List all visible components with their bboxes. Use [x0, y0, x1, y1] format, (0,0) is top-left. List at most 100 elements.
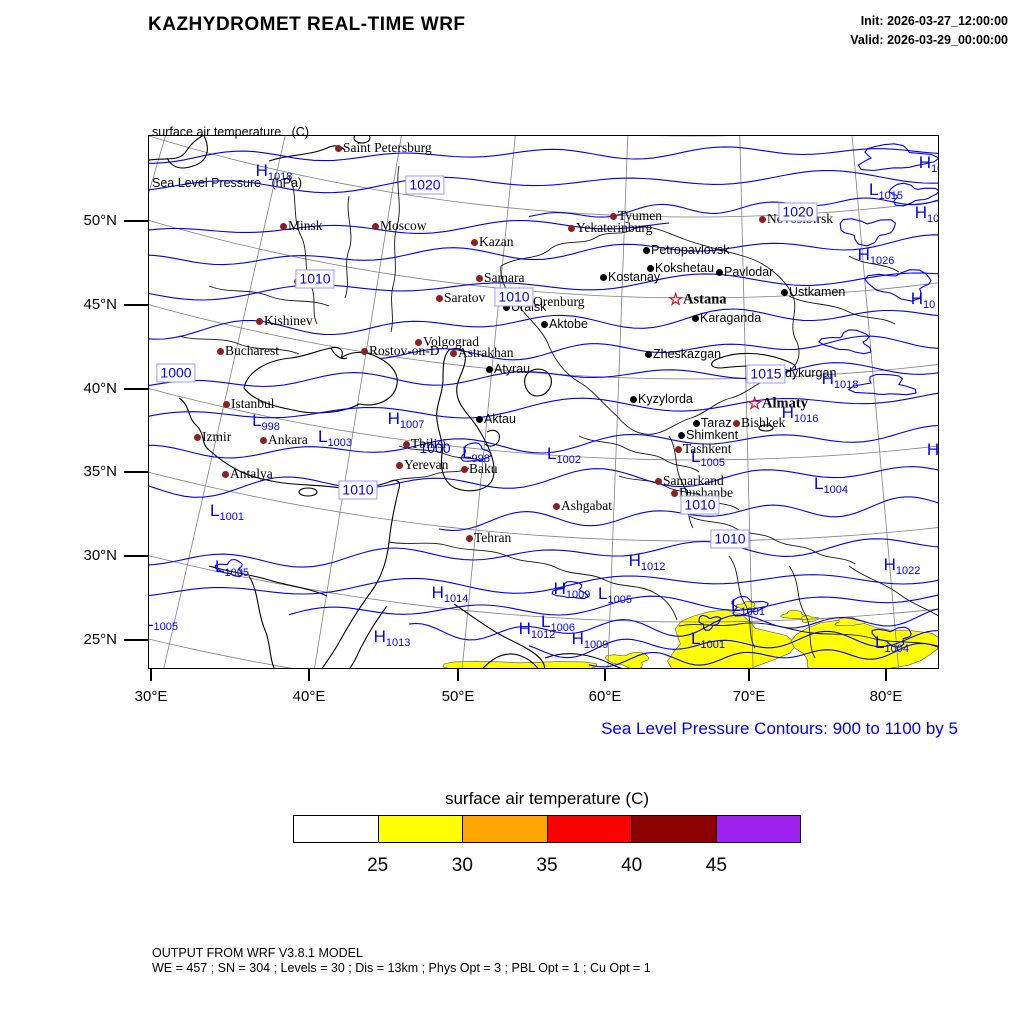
- city-marker: [260, 437, 267, 444]
- city-marker: [471, 239, 478, 246]
- colorbar-tick-label: 25: [367, 855, 389, 876]
- city-marker: [643, 247, 650, 254]
- city-label: Samarkand: [663, 473, 724, 488]
- city-label: Baku: [469, 461, 498, 476]
- coastline: [248, 575, 275, 668]
- colorbar-title: surface air temperature (C): [444, 789, 650, 808]
- pressure-contour: [149, 272, 938, 301]
- colorbar-labels: 25 30 35 40 45: [293, 855, 801, 879]
- city-label: Kazan: [479, 234, 514, 249]
- coastline: [544, 653, 623, 668]
- city-label: Tbilisi: [411, 436, 447, 451]
- lon-tick: [604, 669, 606, 681]
- lon-tick-label: 60°E: [588, 688, 622, 705]
- colorbar-cell: [546, 815, 632, 843]
- pressure-contour: [149, 362, 938, 388]
- city-label: Tyumen: [618, 208, 663, 223]
- coastline: [524, 368, 552, 397]
- city-label: Ustkamen: [789, 285, 846, 299]
- pressure-contour: [408, 608, 938, 641]
- city-label: Karaganda: [700, 311, 762, 325]
- graticule-meridian: [461, 136, 516, 668]
- lat-tick: [124, 304, 148, 306]
- city-label: Rostov-on-D: [369, 343, 440, 358]
- city-marker: [223, 401, 230, 408]
- city-label: Yekaterinburg: [576, 220, 653, 235]
- city-label: Aktau: [484, 412, 516, 426]
- city-label: Antalya: [230, 466, 273, 481]
- pressure-contour-closed: [847, 373, 917, 396]
- valid-time: Valid: 2026-03-29_00:00:00: [850, 33, 1008, 47]
- lat-tick-label: 40°N: [83, 380, 117, 397]
- temperature-fill-region: [779, 610, 807, 619]
- city-label: Aktobe: [549, 317, 588, 331]
- footer-line-1: OUTPUT FROM WRF V3.8.1 MODEL: [152, 946, 363, 960]
- pressure-center-label: L1002: [547, 444, 581, 466]
- coastline: [353, 136, 371, 144]
- contour-label-boxed: 1020: [405, 175, 445, 195]
- pressure-contour: [149, 308, 938, 340]
- city-marker: [781, 289, 788, 296]
- pressure-center-label: L1001: [691, 629, 725, 651]
- pressure-contour-closed: [888, 182, 938, 207]
- country-border: [848, 255, 900, 273]
- country-border: [388, 467, 470, 483]
- colorbar-cell: [293, 815, 379, 843]
- city-marker: [733, 420, 740, 427]
- city-label: Kostanay: [608, 270, 661, 284]
- map-axes: 50°N 45°N 40°N 35°N 30°N 25°N 30°E 40°E 50°E 60°E…: [83, 136, 938, 705]
- city-label: Izmir: [202, 429, 232, 444]
- country-border: [728, 555, 756, 649]
- footer-line-2: WE = 457 ; SN = 304 ; Levels = 30 ; Dis …: [152, 961, 651, 975]
- country-border: [208, 285, 330, 307]
- pressure-contour: [149, 538, 938, 568]
- city-marker: [217, 348, 224, 355]
- lon-tick-label: 80°E: [869, 688, 903, 705]
- country-border: [668, 435, 694, 529]
- lat-tick-label: 25°N: [83, 631, 117, 648]
- city-label: Tehran: [474, 530, 512, 545]
- lat-tick-label: 30°N: [83, 547, 117, 564]
- contour-label-boxed: 1010: [295, 269, 335, 289]
- colorbar-tick-label: 35: [536, 855, 558, 876]
- city-marker: [716, 269, 723, 276]
- city-label: Saratov: [444, 290, 486, 305]
- pressure-center-label: H10: [918, 153, 938, 175]
- city-label: Samara: [484, 270, 525, 285]
- pressure-center-label: H1018: [255, 161, 293, 183]
- city-marker: [222, 471, 229, 478]
- pressure-center-label: H1009: [571, 629, 609, 651]
- city-marker: [436, 295, 443, 302]
- pressure-contour-closed: [698, 614, 721, 631]
- pressure-center-label: L998: [462, 443, 490, 465]
- lon-tick: [885, 669, 887, 681]
- lat-tick-label: 50°N: [83, 212, 117, 229]
- city-label: Minsk: [288, 218, 323, 233]
- city-label: Petropavlovsk: [651, 243, 730, 257]
- lon-tick-label: 70°E: [732, 688, 766, 705]
- coastline: [298, 487, 318, 497]
- city-label: Atyrau: [494, 362, 531, 376]
- graticule-meridian: [851, 136, 899, 668]
- init-time: Init: 2026-03-27_12:00:00: [860, 14, 1008, 28]
- pressure-contour-closed: [857, 143, 938, 172]
- city-marker: [486, 366, 493, 373]
- capital-star-icon: ☆: [747, 394, 763, 413]
- pressure-contour-closed: [214, 558, 243, 578]
- pressure-contour-closed: [460, 442, 492, 462]
- city-marker: [335, 145, 342, 152]
- pressure-center-label: H1022: [883, 555, 921, 577]
- graticule-parallel: [149, 388, 938, 461]
- lon-tick-label: 30°E: [134, 688, 168, 705]
- city-label: Pavlodar: [724, 265, 774, 279]
- city-marker: [693, 420, 700, 427]
- pressure-center-label: H: [926, 440, 938, 459]
- pressure-contour: [149, 234, 938, 266]
- city-marker: [759, 216, 766, 223]
- city-label: Saint Petersburg: [343, 140, 432, 155]
- coastline: [349, 605, 388, 668]
- pressure-contour-closed: [818, 329, 872, 355]
- city-marker: [647, 265, 654, 272]
- city-marker: [630, 396, 637, 403]
